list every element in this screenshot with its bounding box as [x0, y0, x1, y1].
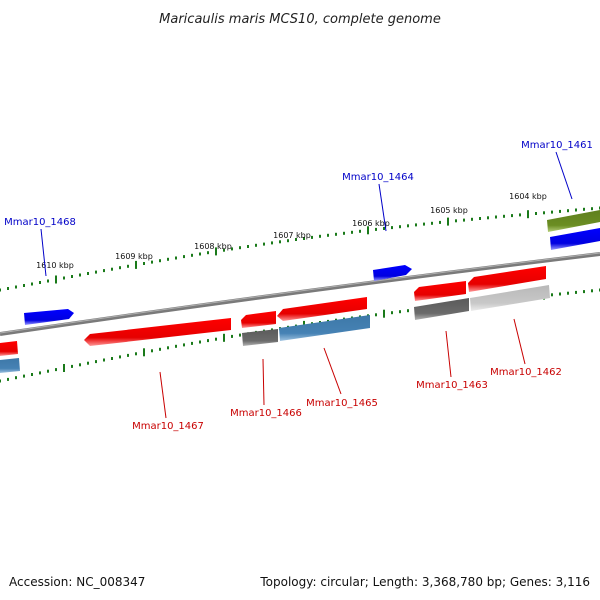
genome-backbone [0, 252, 600, 336]
forward-genes [24, 210, 600, 325]
accession-text: Accession: NC_008347 [9, 575, 145, 589]
gene-mmar10-1467[interactable] [84, 318, 231, 346]
gene-mmar10-1465[interactable] [277, 297, 367, 321]
tick-label: 1606 kbp [352, 219, 390, 228]
leader-line [445, 330, 452, 378]
reverse-genes [0, 285, 550, 373]
tick-label: 1605 kbp [430, 206, 468, 215]
genome-summary-text: Topology: circular; Length: 3,368,780 bp… [259, 575, 590, 589]
gene-steelblue-1[interactable] [279, 315, 370, 341]
tick-label: 1608 kbp [194, 242, 232, 251]
tick-labels: 1610 kbp 1609 kbp 1608 kbp 1607 kbp 1606… [36, 192, 547, 270]
gene-steelblue-left-edge[interactable] [0, 358, 20, 373]
tick-track-upper [0, 206, 600, 292]
gene-labels: Mmar10_1468 Mmar10_1464 Mmar10_1461 Mmar… [4, 140, 593, 432]
leader-line [323, 347, 342, 395]
gene-grey-1[interactable] [242, 329, 278, 346]
gene-label[interactable]: Mmar10_1466 [230, 408, 302, 419]
label-leaders [40, 151, 573, 419]
gene-label[interactable]: Mmar10_1465 [306, 398, 378, 409]
tick-label: 1604 kbp [509, 192, 547, 201]
tick-label: 1609 kbp [115, 252, 153, 261]
genome-backbone-highlight [0, 252, 600, 334]
gene-mmar10-1463[interactable] [414, 281, 466, 301]
gene-blue-forward-edge[interactable] [550, 228, 600, 250]
gene-mmar10-1461[interactable] [547, 210, 600, 232]
leader-line [159, 371, 167, 419]
leader-line [513, 318, 526, 365]
gene-grey-2[interactable] [414, 298, 469, 320]
leader-line [40, 228, 47, 277]
gene-label[interactable]: Mmar10_1461 [521, 140, 593, 151]
gene-label[interactable]: Mmar10_1468 [4, 217, 76, 228]
leader-line [555, 151, 573, 200]
gene-label[interactable]: Mmar10_1463 [416, 380, 488, 391]
leader-line [378, 183, 387, 232]
gene-red-left-edge[interactable] [0, 341, 18, 356]
gene-mmar10-1466[interactable] [241, 311, 276, 328]
gene-label[interactable]: Mmar10_1464 [342, 172, 414, 183]
gene-mmar10-1464[interactable] [373, 265, 412, 281]
tick-label: 1610 kbp [36, 261, 74, 270]
gene-mmar10-1468[interactable] [24, 309, 74, 325]
leader-line [262, 358, 265, 406]
gene-mmar10-1462[interactable] [468, 266, 546, 292]
gene-label[interactable]: Mmar10_1467 [132, 421, 204, 432]
gene-lightgrey-1[interactable] [470, 285, 550, 311]
gene-label[interactable]: Mmar10_1462 [490, 367, 562, 378]
tick-label: 1607 kbp [273, 231, 311, 240]
map-title: Maricaulis maris MCS10, complete genome [159, 12, 441, 27]
